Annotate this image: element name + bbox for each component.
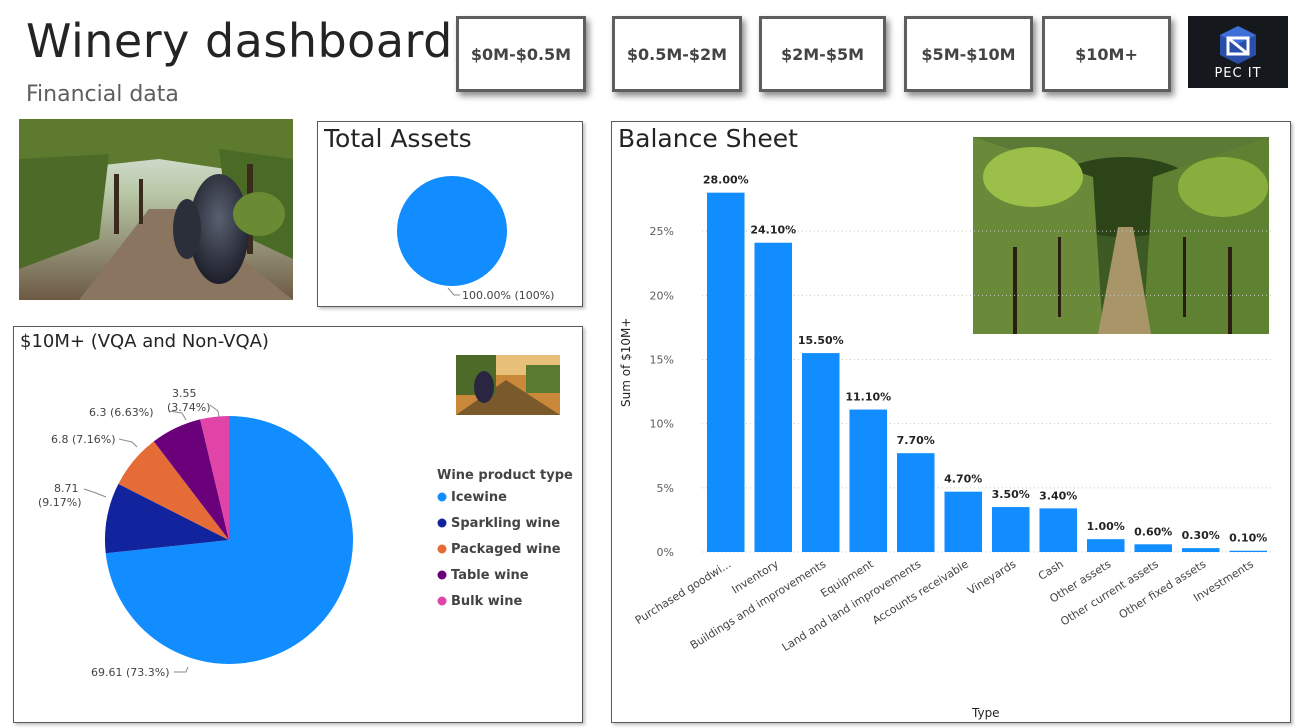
vqa-label-sparkling-line1: 8.71 — [54, 482, 79, 495]
balance-sheet-panel: Balance Sheet 0% 5% 10% 15% 20% 25% 28.00% 24.… — [611, 121, 1291, 723]
vqa-pie-slice-packaged-wine[interactable] — [118, 441, 229, 540]
balance-sheet-bar-value-label: 3.40% — [1039, 489, 1077, 502]
balance-sheet-bar[interactable] — [1086, 539, 1125, 552]
total-assets-panel: Total Assets 100.00% (100%) — [317, 121, 583, 307]
balance-sheet-bar-value-label: 28.00% — [703, 174, 749, 187]
vqa-legend-label-sparkling: Sparkling wine — [451, 516, 560, 531]
vqa-pie-slice-sparkling-wine[interactable] — [105, 483, 229, 554]
vqa-legend-marker-packaged — [437, 544, 447, 554]
balance-sheet-bar-value-label: 7.70% — [897, 434, 935, 447]
balance-sheet-y-tick-label: 25% — [650, 225, 674, 238]
vqa-leader-packaged — [118, 438, 138, 448]
balance-sheet-category-label: Purchased goodwi... — [633, 558, 734, 628]
vqa-legend-item-table[interactable]: Table wine — [437, 568, 529, 583]
vqa-legend-item-packaged[interactable]: Packaged wine — [437, 542, 561, 557]
balance-sheet-bar[interactable] — [991, 507, 1030, 552]
balance-sheet-bar-chart: 0% 5% 10% 15% 20% 25% 28.00% 24.10% 15.50% 11.10… — [619, 174, 1272, 720]
balance-sheet-bar[interactable] — [849, 409, 888, 552]
vqa-panel: $10M+ (VQA and Non-VQA) 69.61 (73.3%) 8.… — [13, 326, 583, 723]
balance-sheet-bar-value-label: 0.30% — [1182, 529, 1220, 542]
balance-sheet-bar[interactable] — [1134, 544, 1173, 552]
vqa-legend-label-packaged: Packaged wine — [451, 542, 561, 557]
vqa-pie-slice-bulk-wine[interactable] — [200, 416, 229, 540]
total-assets-leader-line — [447, 287, 460, 296]
slicer-button-5m-10m[interactable]: $5M-$10M — [904, 16, 1033, 92]
vqa-legend-label-icewine: Icewine — [451, 490, 507, 505]
page-title: Winery dashboard — [26, 14, 453, 68]
balance-sheet-bar-value-label: 11.10% — [845, 391, 891, 404]
balance-sheet-bar[interactable] — [896, 453, 935, 552]
balance-sheet-bar[interactable] — [1181, 548, 1220, 552]
vqa-pie-chart: 69.61 (73.3%) 8.71 (9.17%) 6.8 (7.16%) 6… — [38, 387, 573, 679]
vqa-pie-slice-icewine[interactable] — [105, 416, 353, 664]
logo-text: PEC IT — [1214, 65, 1262, 81]
balance-sheet-bar[interactable] — [944, 491, 983, 552]
pec-it-logo: PEC IT — [1188, 16, 1288, 88]
vqa-legend-item-icewine[interactable]: Icewine — [437, 490, 508, 505]
vqa-label-table: 6.3 (6.63%) — [89, 406, 154, 419]
total-assets-chart: 100.00% (100%) — [397, 176, 554, 302]
vqa-label-icewine: 69.61 (73.3%) — [91, 666, 170, 679]
vqa-label-sparkling-line2: (9.17%) — [38, 496, 82, 509]
balance-sheet-title: Balance Sheet — [618, 124, 798, 153]
balance-sheet-y-tick-label: 10% — [650, 418, 674, 431]
balance-sheet-category-label: Other fixed assets — [1117, 557, 1209, 621]
balance-sheet-bar[interactable] — [754, 242, 793, 552]
vqa-panel-title: $10M+ (VQA and Non-VQA) — [20, 331, 269, 352]
slicer-button-0.5m-2m[interactable]: $0.5M-$2M — [612, 16, 742, 92]
vqa-legend-item-sparkling[interactable]: Sparkling wine — [437, 516, 561, 531]
grape-vineyard-photo — [19, 119, 293, 300]
vqa-legend-label-bulk: Bulk wine — [451, 594, 523, 609]
slicer-button-10m-plus[interactable]: $10M+ — [1042, 16, 1171, 92]
balance-sheet-y-tick-label: 0% — [657, 546, 674, 559]
balance-sheet-bar-value-label: 0.60% — [1134, 525, 1172, 538]
vqa-label-packaged: 6.8 (7.16%) — [51, 433, 116, 446]
vqa-legend-marker-table — [437, 570, 447, 580]
balance-sheet-y-tick-label: 20% — [650, 289, 674, 302]
balance-sheet-bar-value-label: 4.70% — [944, 473, 982, 486]
balance-sheet-bar-value-label: 0.10% — [1229, 532, 1267, 545]
balance-sheet-bar[interactable] — [1229, 550, 1268, 552]
balance-sheet-bar[interactable] — [706, 192, 745, 552]
balance-sheet-y-axis-title: Sum of $10M+ — [619, 318, 633, 407]
vqa-pie-slice-table-wine[interactable] — [153, 419, 229, 540]
vqa-leader-icewine — [174, 666, 189, 673]
vqa-legend-marker-sparkling — [437, 518, 447, 528]
vqa-leader-table — [168, 410, 187, 421]
balance-sheet-x-axis-title: Type — [971, 706, 1000, 720]
vqa-legend-label-table: Table wine — [451, 568, 529, 583]
balance-sheet-bar-value-label: 1.00% — [1087, 520, 1125, 533]
vineyard-rows-photo — [973, 137, 1269, 334]
balance-sheet-category-label: Vineyards — [965, 557, 1018, 597]
total-assets-title: Total Assets — [324, 124, 472, 153]
vqa-leader-bulk — [209, 404, 220, 418]
pec-it-logo-icon — [1220, 25, 1256, 64]
total-assets-pie-slice[interactable] — [397, 176, 507, 286]
slicer-button-2m-5m[interactable]: $2M-$5M — [759, 16, 886, 92]
slicer-button-0m-0.5m[interactable]: $0M-$0.5M — [456, 16, 586, 92]
balance-sheet-bar[interactable] — [1039, 508, 1078, 552]
page-subtitle: Financial data — [26, 82, 179, 107]
vqa-label-bulk-line1: 3.55 — [172, 387, 197, 400]
vineyard-sunset-thumbnail — [456, 355, 560, 415]
vqa-legend-marker-icewine — [437, 492, 447, 502]
vqa-legend-marker-bulk — [437, 596, 447, 606]
vqa-legend-item-bulk[interactable]: Bulk wine — [437, 594, 523, 609]
balance-sheet-y-tick-label: 15% — [650, 354, 674, 367]
vqa-label-bulk-line2: (3.74%) — [167, 401, 211, 414]
balance-sheet-bar[interactable] — [801, 353, 840, 552]
total-assets-data-label: 100.00% (100%) — [462, 289, 554, 302]
balance-sheet-category-label: Cash — [1036, 558, 1066, 583]
balance-sheet-bar-value-label: 3.50% — [992, 488, 1030, 501]
balance-sheet-y-tick-label: 5% — [657, 482, 674, 495]
vqa-leader-sparkling — [83, 488, 107, 498]
balance-sheet-bar-value-label: 15.50% — [798, 334, 844, 347]
vqa-legend-title: Wine product type — [437, 468, 573, 483]
balance-sheet-bar-value-label: 24.10% — [750, 224, 796, 237]
